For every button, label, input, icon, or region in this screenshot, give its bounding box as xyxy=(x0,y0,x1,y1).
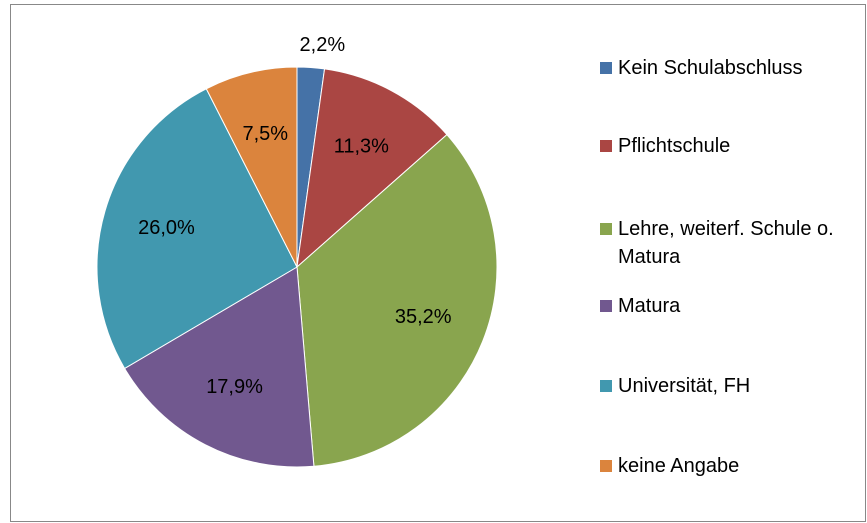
legend-swatch xyxy=(600,460,612,472)
pie-slice xyxy=(205,66,298,268)
legend-item: Universität, FH xyxy=(600,372,860,400)
pie-slice xyxy=(96,88,298,370)
legend-item: Kein Schulabschluss xyxy=(600,54,860,82)
data-label: 2,2% xyxy=(300,34,346,56)
legend-label: Universität, FH xyxy=(618,375,751,397)
pie-slice xyxy=(296,68,448,269)
legend-label: Kein Schulabschluss xyxy=(618,57,803,79)
data-label: 26,0% xyxy=(138,217,195,239)
legend-swatch xyxy=(600,62,612,74)
data-label: 7,5% xyxy=(242,123,288,145)
legend-item: Pflichtschule xyxy=(600,132,860,160)
legend-label: Lehre, weiterf. Schule o. Matura xyxy=(618,218,834,268)
pie-slice xyxy=(296,133,498,467)
data-label: 11,3% xyxy=(334,135,389,157)
frame xyxy=(10,4,866,522)
legend-swatch xyxy=(600,140,612,152)
legend-label: keine Angabe xyxy=(618,455,740,477)
legend-item: Lehre, weiterf. Schule o. Matura xyxy=(600,215,860,271)
data-label: 17,9% xyxy=(206,376,263,398)
pie-slice xyxy=(123,266,315,468)
legend-item: keine Angabe xyxy=(600,452,860,480)
legend-item: Matura xyxy=(600,292,860,320)
data-label: 35,2% xyxy=(395,306,452,328)
legend-swatch xyxy=(600,380,612,392)
legend-label: Matura xyxy=(618,295,681,317)
legend-swatch xyxy=(600,223,612,235)
legend-label: Pflichtschule xyxy=(618,135,731,157)
legend-swatch xyxy=(600,300,612,312)
